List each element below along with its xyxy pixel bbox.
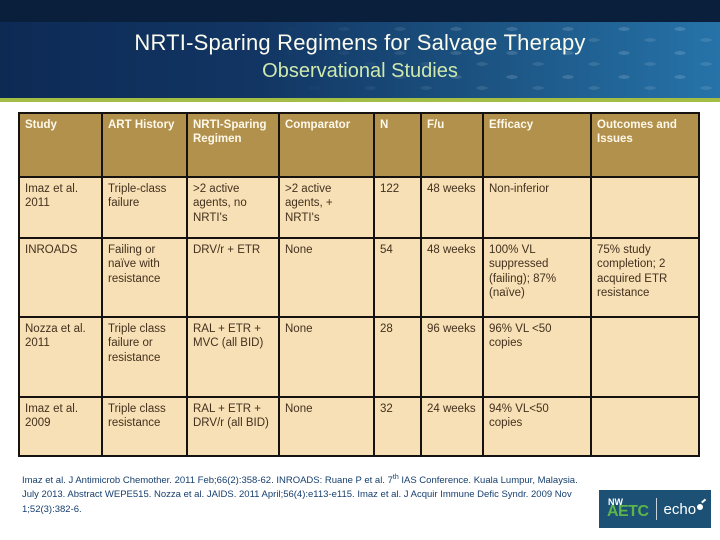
cell-fu: 96 weeks — [420, 316, 484, 398]
cell-art-history: Failing or naïve with resistance — [101, 237, 188, 318]
nwaetc-echo-logo: NW AETC echo — [599, 490, 711, 528]
table-row: Nozza et al. 2011 Triple class failure o… — [18, 316, 700, 398]
col-header-efficacy: Efficacy — [482, 112, 592, 178]
cell-regimen: DRV/r + ETR — [186, 237, 280, 318]
cell-outcomes — [590, 396, 700, 457]
cell-regimen: >2 active agents, no NRTI's — [186, 176, 280, 239]
cell-study: INROADS — [18, 237, 103, 318]
cell-fu: 48 weeks — [420, 237, 484, 318]
col-header-study: Study — [18, 112, 103, 178]
cell-outcomes: 75% study completion; 2 acquired ETR res… — [590, 237, 700, 318]
cell-efficacy: Non-inferior — [482, 176, 592, 239]
cell-n: 28 — [373, 316, 422, 398]
green-divider-rule — [0, 98, 720, 102]
cell-n: 54 — [373, 237, 422, 318]
cell-comparator: None — [278, 237, 375, 318]
cell-efficacy: 100% VL suppressed (failing); 87% (naïve… — [482, 237, 592, 318]
cell-outcomes — [590, 176, 700, 239]
cell-fu: 48 weeks — [420, 176, 484, 239]
citation-part1: Imaz et al. J Antimicrob Chemother. 2011… — [22, 475, 393, 486]
cell-art-history: Triple-class failure — [101, 176, 188, 239]
citation-part2: IAS Conference. Kuala Lumpur, Malaysia. … — [22, 475, 578, 515]
nwaetc-wordmark: NW AETC — [607, 498, 649, 520]
cell-regimen: RAL + ETR + MVC (all BID) — [186, 316, 280, 398]
cell-regimen: RAL + ETR + DRV/r (all BID) — [186, 396, 280, 457]
table-row: INROADS Failing or naïve with resistance… — [18, 237, 700, 318]
cell-art-history: Triple class failure or resistance — [101, 316, 188, 398]
col-header-art-history: ART History — [101, 112, 188, 178]
cell-comparator: >2 active agents, + NRTI's — [278, 176, 375, 239]
band-dots-decoration — [273, 22, 720, 99]
col-header-nrti-sparing-regimen: NRTI-Sparing Regimen — [186, 112, 280, 178]
col-header-outcomes: Outcomes and Issues — [590, 112, 700, 178]
echo-dot-icon — [697, 504, 704, 510]
logo-aetc-text: AETC — [606, 503, 649, 520]
col-header-n: N — [373, 112, 422, 178]
cell-comparator: None — [278, 396, 375, 457]
logo-echo-text: echo — [663, 500, 697, 518]
echo-wordmark: echo — [664, 501, 704, 518]
cell-comparator: None — [278, 316, 375, 398]
slide-subtitle: Observational Studies — [262, 60, 458, 82]
table-row: Imaz et al. 2009 Triple class resistance… — [18, 396, 700, 457]
slide-title: NRTI-Sparing Regimens for Salvage Therap… — [134, 30, 586, 55]
logo-divider — [655, 498, 657, 520]
cell-outcomes — [590, 316, 700, 398]
col-header-fu: F/u — [420, 112, 484, 178]
cell-efficacy: 96% VL <50 copies — [482, 316, 592, 398]
cell-n: 32 — [373, 396, 422, 457]
top-strip — [0, 0, 720, 22]
cell-efficacy: 94% VL<50 copies — [482, 396, 592, 457]
citation-text: Imaz et al. J Antimicrob Chemother. 2011… — [22, 474, 588, 517]
cell-study: Imaz et al. 2011 — [18, 176, 103, 239]
citation-superscript: th — [392, 473, 399, 481]
cell-n: 122 — [373, 176, 422, 239]
cell-fu: 24 weeks — [420, 396, 484, 457]
cell-art-history: Triple class resistance — [101, 396, 188, 457]
col-header-comparator: Comparator — [278, 112, 375, 178]
title-band: NRTI-Sparing Regimens for Salvage Therap… — [0, 22, 720, 99]
table-row: Imaz et al. 2011 Triple-class failure >2… — [18, 176, 700, 239]
table-header-row: Study ART History NRTI-Sparing Regimen C… — [18, 112, 700, 178]
studies-table: Study ART History NRTI-Sparing Regimen C… — [18, 112, 700, 457]
cell-study: Imaz et al. 2009 — [18, 396, 103, 457]
logo-nw-text: NW — [607, 497, 623, 507]
cell-study: Nozza et al. 2011 — [18, 316, 103, 398]
